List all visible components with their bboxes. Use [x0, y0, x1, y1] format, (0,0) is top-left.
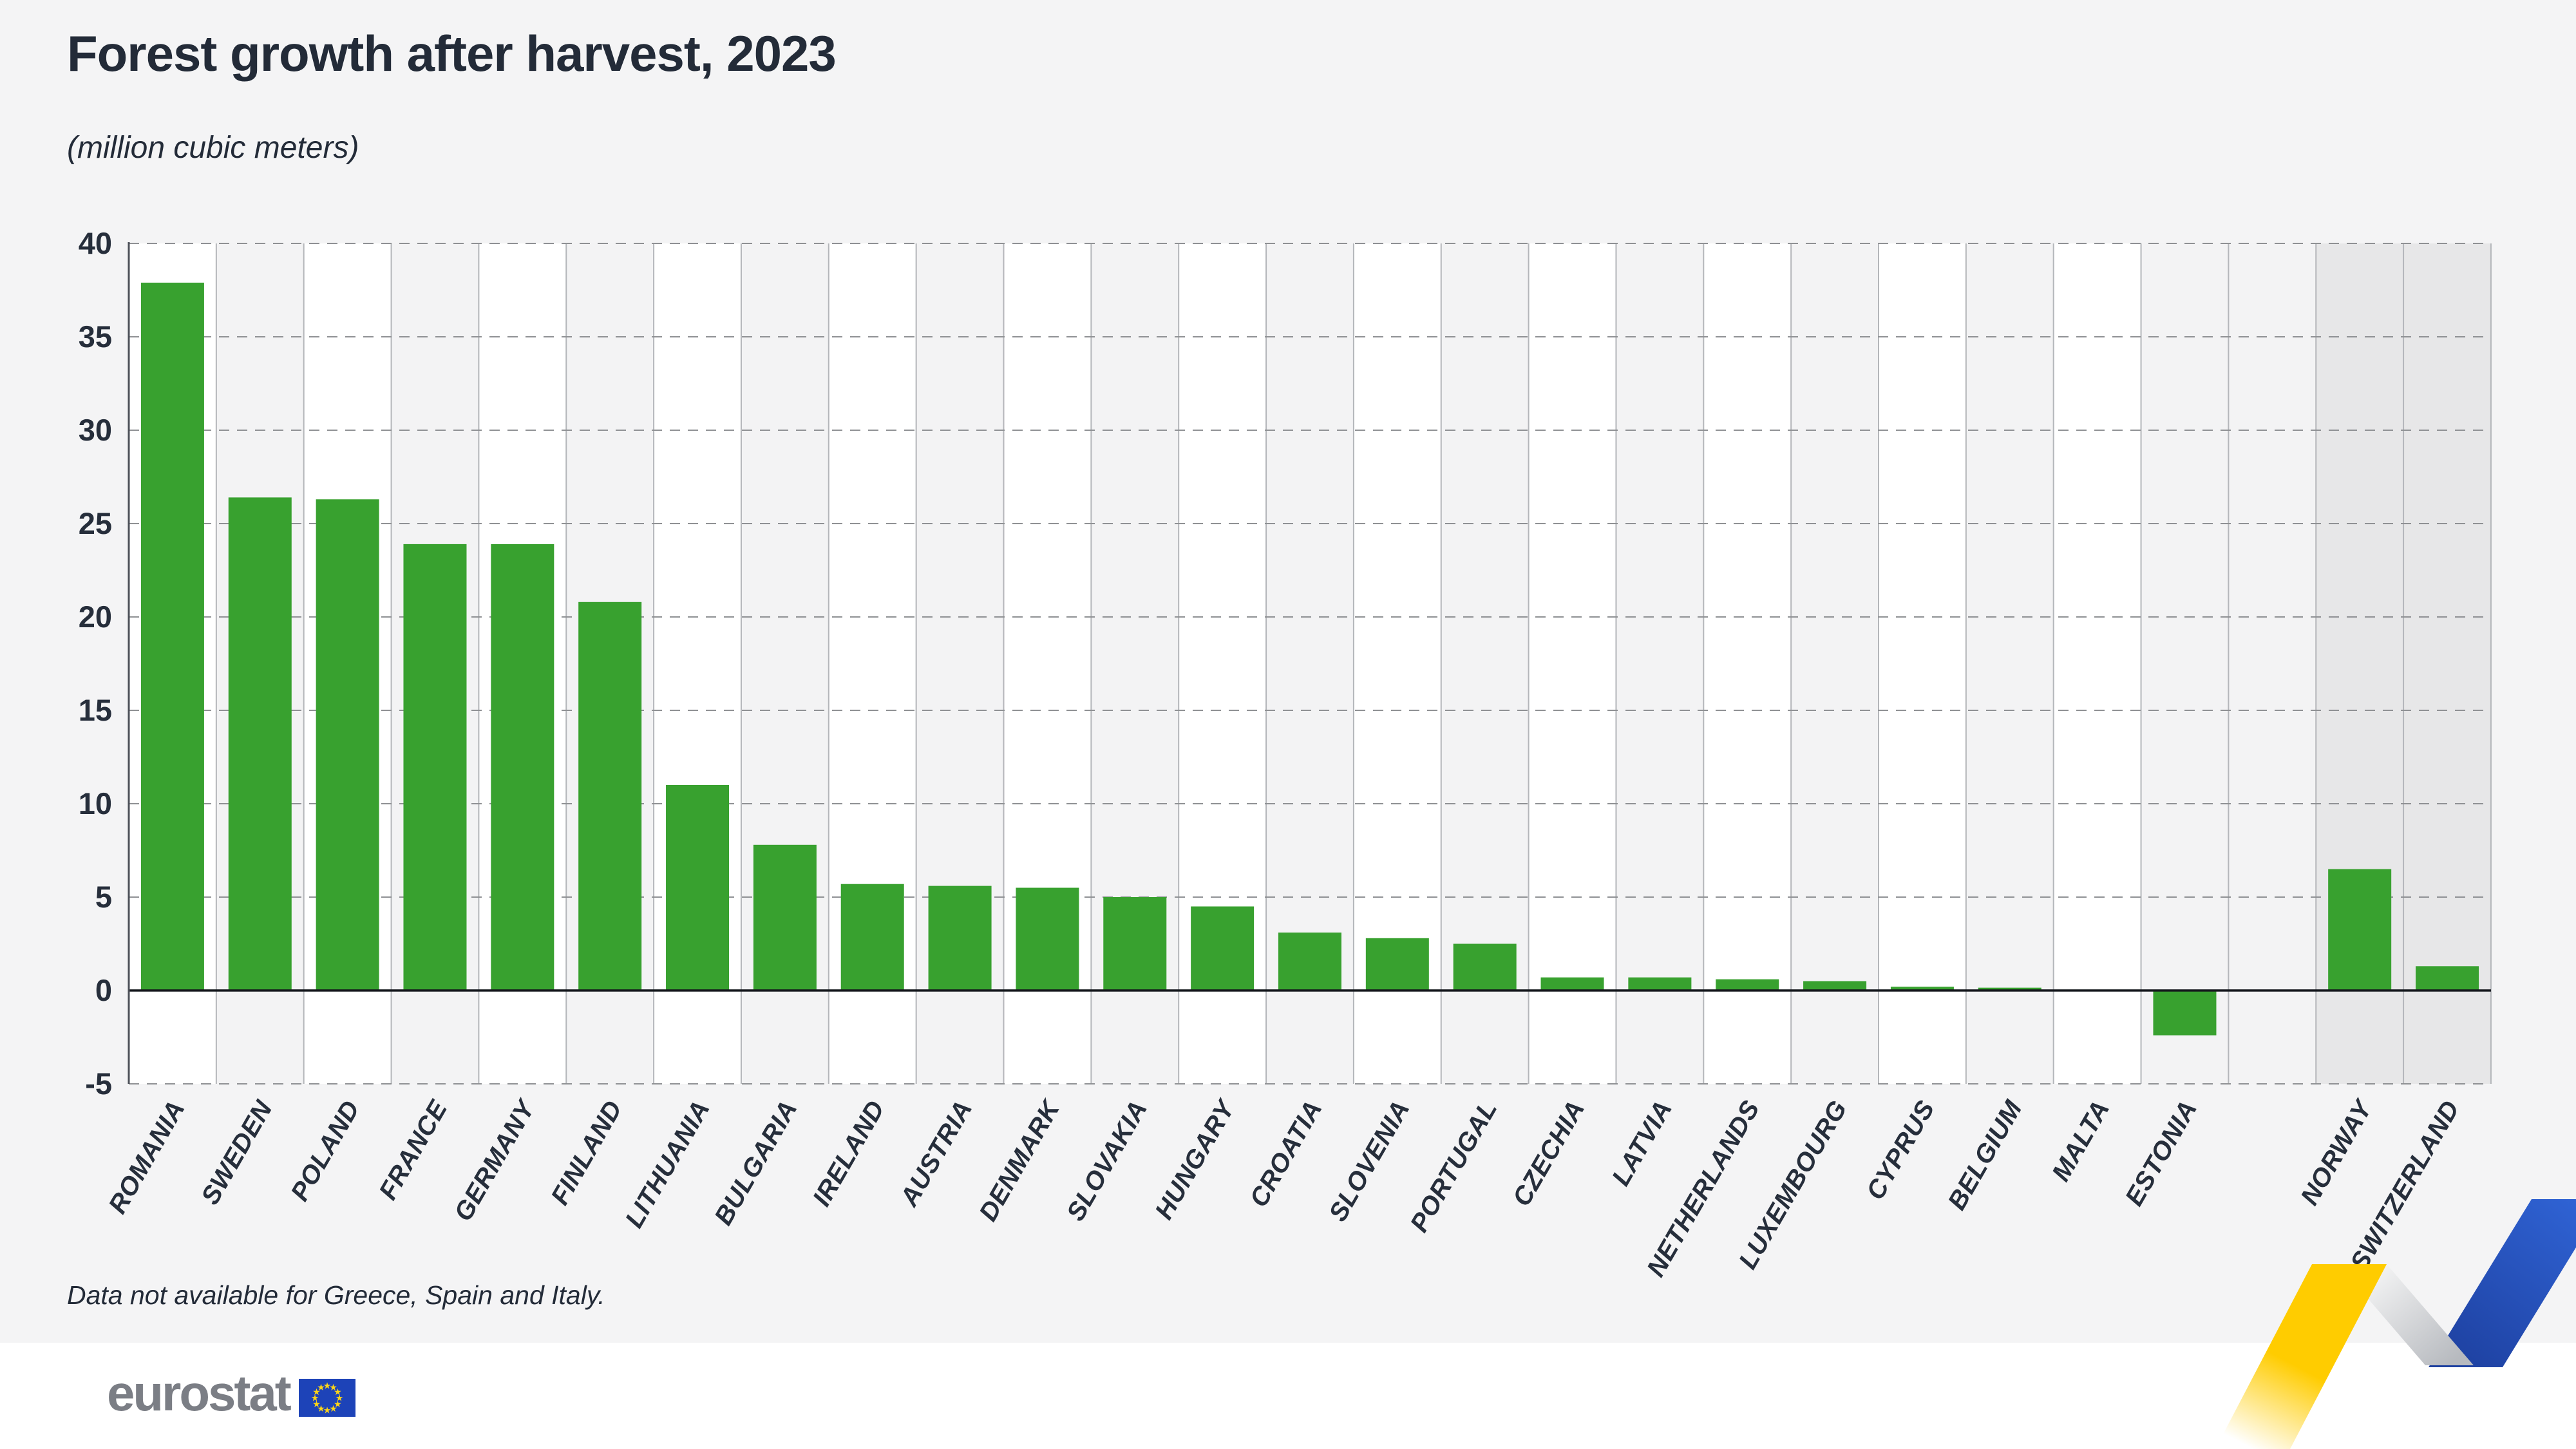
bar-lithuania — [666, 785, 730, 990]
column-bg — [2141, 243, 2229, 1084]
bar-slovenia — [1365, 938, 1429, 990]
y-tick-label: 10 — [79, 786, 112, 820]
bar-france — [403, 544, 467, 990]
eu-star-icon: ★ — [329, 1382, 337, 1392]
bar-poland — [316, 499, 379, 990]
ribbon-yellow-segment — [2215, 1264, 2387, 1449]
y-tick-label: 5 — [95, 880, 112, 914]
bar-romania — [140, 282, 204, 990]
bar-switzerland — [2416, 966, 2479, 990]
bar-denmark — [1016, 887, 1079, 990]
eu-star-icon: ★ — [334, 1399, 342, 1409]
eu-star-icon: ★ — [317, 1382, 325, 1392]
page-title: Forest growth after harvest, 2023 — [67, 25, 837, 82]
eu-star-icon: ★ — [335, 1393, 343, 1403]
column-bg — [1703, 243, 1792, 1084]
eu-star-icon: ★ — [334, 1387, 342, 1397]
y-tick-label: 25 — [79, 506, 112, 540]
eu-star-icon: ★ — [323, 1405, 331, 1416]
eu-star-icon: ★ — [329, 1403, 337, 1414]
column-bg — [1791, 243, 1879, 1084]
bar-slovakia — [1103, 897, 1167, 990]
eu-star-icon: ★ — [310, 1393, 319, 1403]
y-tick-label: 20 — [79, 600, 112, 634]
column-bg — [1879, 243, 1966, 1084]
column-bg — [1965, 243, 2054, 1084]
eu-star-icon: ★ — [317, 1403, 325, 1414]
bar-finland — [578, 601, 642, 990]
eu-flag-square — [298, 1379, 355, 1417]
bar-cyprus — [1890, 987, 1954, 990]
y-tick-label: -5 — [85, 1066, 112, 1101]
y-tick-label: 30 — [79, 413, 112, 447]
eu-flag-icon: ★★★★★★★★★★★★ — [298, 1379, 355, 1417]
eu-star-icon: ★ — [323, 1381, 331, 1391]
bar-czechia — [1540, 977, 1604, 990]
bar-sweden — [228, 497, 292, 990]
eurostat-logo: eurostat ★ ★ ★ ★ ★ ★ ★ ★ ★ ★ ★ ★ — [107, 1358, 355, 1422]
column-bg — [1616, 243, 1704, 1084]
bar-hungary — [1191, 906, 1255, 990]
column-bg-separator — [2228, 243, 2316, 1084]
bar-germany — [491, 544, 554, 990]
bar-estonia — [2153, 990, 2217, 1036]
ribbon-blue-segment — [2429, 1199, 2576, 1367]
bar-latvia — [1628, 977, 1692, 990]
bar-portugal — [1453, 943, 1517, 990]
y-tick-label: 40 — [79, 226, 112, 260]
bar-ireland — [840, 884, 904, 990]
eurostat-logo-text: eurostat — [107, 1365, 292, 1422]
footnote: Data not available for Greece, Spain and… — [67, 1280, 605, 1310]
y-tick-label: 0 — [95, 973, 112, 1007]
y-tick-label: 35 — [79, 319, 112, 354]
page-subtitle: (million cubic meters) — [67, 131, 359, 165]
bar-netherlands — [1716, 979, 1779, 990]
y-tick-label: 15 — [79, 693, 112, 727]
column-bg — [2403, 243, 2491, 1084]
eu-star-icon: ★ — [312, 1387, 321, 1397]
bar-belgium — [1978, 987, 2041, 990]
column-bg — [2053, 243, 2141, 1084]
bar-austria — [928, 886, 992, 990]
bar-croatia — [1278, 933, 1341, 990]
bar-luxembourg — [1803, 981, 1867, 990]
bar-bulgaria — [753, 844, 817, 990]
eu-star-icon: ★ — [312, 1399, 321, 1409]
footer-band — [0, 1343, 2576, 1449]
bar-norway — [2328, 869, 2392, 990]
column-bg — [1528, 243, 1616, 1084]
